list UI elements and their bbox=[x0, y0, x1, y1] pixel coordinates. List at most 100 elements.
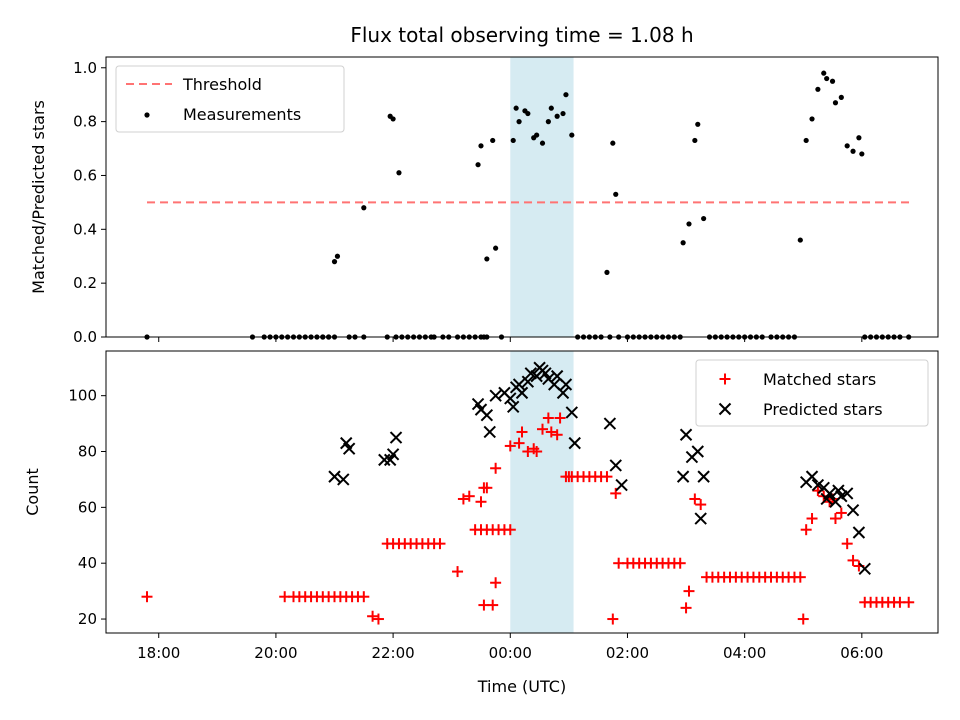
matched-star-marker bbox=[504, 440, 516, 452]
x-tick-label: 18:00 bbox=[137, 644, 180, 662]
matched-star-marker bbox=[475, 496, 487, 508]
matched-star-marker bbox=[487, 599, 499, 611]
measurement-point bbox=[493, 245, 499, 251]
matched-star-marker bbox=[903, 596, 915, 608]
predicted-star-marker bbox=[512, 378, 526, 391]
measurement-point bbox=[859, 151, 865, 157]
matched-star-marker bbox=[806, 513, 818, 525]
predicted-star-marker-b bbox=[489, 389, 502, 402]
top-highlight-span bbox=[510, 57, 574, 337]
matched-star-marker bbox=[537, 423, 549, 435]
measurement-point bbox=[821, 70, 827, 76]
matched-star-marker bbox=[513, 437, 525, 449]
predicted-star-marker-b bbox=[340, 436, 353, 450]
x-tick-label: 20:00 bbox=[254, 644, 297, 662]
matched-star-marker bbox=[551, 429, 563, 441]
predicted-star-marker bbox=[556, 386, 570, 400]
top-ytick-label: 0.2 bbox=[73, 274, 97, 292]
predicted-star-marker-b bbox=[548, 378, 561, 391]
predicted-star-marker-b bbox=[556, 386, 570, 400]
predicted-star-marker bbox=[337, 473, 350, 486]
measurement-point bbox=[701, 215, 707, 222]
bottom-y-axis-label: Count bbox=[23, 468, 42, 516]
measurement-point bbox=[838, 94, 844, 100]
measurement-point bbox=[815, 86, 821, 92]
predicted-star-marker-b bbox=[811, 478, 825, 492]
predicted-star-marker-b bbox=[480, 409, 494, 422]
measurement-point bbox=[478, 143, 484, 149]
measurement-point bbox=[390, 116, 396, 122]
legend-x-marker-b bbox=[718, 402, 732, 416]
legend-threshold-label: Threshold bbox=[182, 75, 262, 94]
predicted-star-marker-b bbox=[474, 403, 488, 416]
predicted-star-marker-b bbox=[846, 503, 860, 517]
matched-star-marker bbox=[841, 538, 853, 550]
predicted-star-marker-b bbox=[471, 397, 485, 411]
measurement-point bbox=[692, 137, 698, 144]
matched-star-marker bbox=[689, 493, 701, 505]
measurement-point bbox=[844, 143, 850, 149]
predicted-star-marker-b bbox=[823, 487, 836, 500]
top-legend: Threshold Measurements bbox=[115, 65, 345, 133]
predicted-star-marker bbox=[676, 470, 690, 483]
predicted-star-marker bbox=[507, 400, 520, 414]
bottom-axes-frame bbox=[105, 350, 939, 634]
matched-star-marker bbox=[680, 602, 692, 614]
measurement-point bbox=[534, 132, 540, 138]
legend-measurements-swatch bbox=[144, 112, 150, 118]
measurement-point bbox=[484, 256, 490, 262]
measurement-point bbox=[809, 116, 815, 122]
measurement-point bbox=[396, 170, 402, 176]
measurement-point bbox=[490, 137, 496, 144]
legend-measurements-label: Measurements bbox=[183, 105, 301, 124]
top-ytick-label: 1.0 bbox=[73, 59, 97, 77]
measurement-point bbox=[545, 119, 551, 125]
top-axes-frame bbox=[105, 56, 939, 338]
predicted-star-marker bbox=[521, 375, 535, 388]
predicted-star-marker-b bbox=[559, 378, 573, 391]
measurement-point bbox=[334, 253, 341, 259]
predicted-star-marker bbox=[858, 562, 871, 575]
measurement-point bbox=[824, 75, 830, 82]
matched-star-marker bbox=[141, 591, 153, 603]
matched-star-marker bbox=[683, 585, 695, 597]
top-panel: 0.0 0.2 0.4 0.6 0.8 1.0 Matched/Predicted sta… bbox=[29, 56, 939, 346]
top-legend-box bbox=[115, 65, 345, 133]
predicted-star-marker bbox=[852, 526, 866, 539]
matched-star-marker bbox=[434, 538, 446, 550]
x-tick-label: 04:00 bbox=[723, 644, 766, 662]
measurement-point bbox=[475, 162, 481, 168]
predicted-star-marker-b bbox=[337, 473, 350, 486]
bottom-x-ticks: 18:00 20:00 22:00 00:00 02:00 04:00 06:00 bbox=[137, 633, 883, 662]
top-ytick-label: 0.8 bbox=[73, 113, 97, 131]
predicted-star-marker bbox=[805, 470, 819, 483]
top-ytick-label: 0.4 bbox=[73, 220, 97, 238]
measurement-point bbox=[569, 132, 575, 138]
measurement-points bbox=[144, 70, 912, 340]
predicted-star-marker bbox=[378, 453, 391, 467]
predicted-star-marker-b bbox=[524, 367, 537, 380]
measurement-point bbox=[803, 137, 809, 144]
measurement-point bbox=[539, 140, 546, 146]
predicted-star-marker bbox=[386, 448, 400, 461]
legend-x-marker bbox=[718, 402, 732, 416]
legend-predicted-swatch bbox=[718, 402, 732, 416]
matched-star-marker bbox=[847, 554, 859, 566]
top-y-ticks: 0.0 0.2 0.4 0.6 0.8 1.0 bbox=[73, 59, 106, 346]
matched-star-marker bbox=[797, 613, 809, 625]
matched-star-marker bbox=[601, 471, 613, 483]
predicted-star-marker bbox=[840, 487, 854, 500]
measurement-point bbox=[548, 105, 554, 111]
measurement-point bbox=[516, 119, 522, 125]
predicted-star-marker-b bbox=[805, 470, 819, 483]
measurement-point bbox=[563, 92, 569, 98]
measurement-point bbox=[832, 100, 839, 106]
bottom-ytick-label: 60 bbox=[78, 498, 97, 516]
predicted-star-marker bbox=[823, 487, 836, 500]
predicted-star-marker bbox=[568, 436, 581, 450]
predicted-star-marker-b bbox=[328, 470, 341, 483]
predicted-star-marker-b bbox=[550, 369, 564, 383]
measurement-point bbox=[856, 135, 862, 141]
measurement-point bbox=[797, 237, 803, 243]
x-tick-label: 06:00 bbox=[840, 644, 883, 662]
